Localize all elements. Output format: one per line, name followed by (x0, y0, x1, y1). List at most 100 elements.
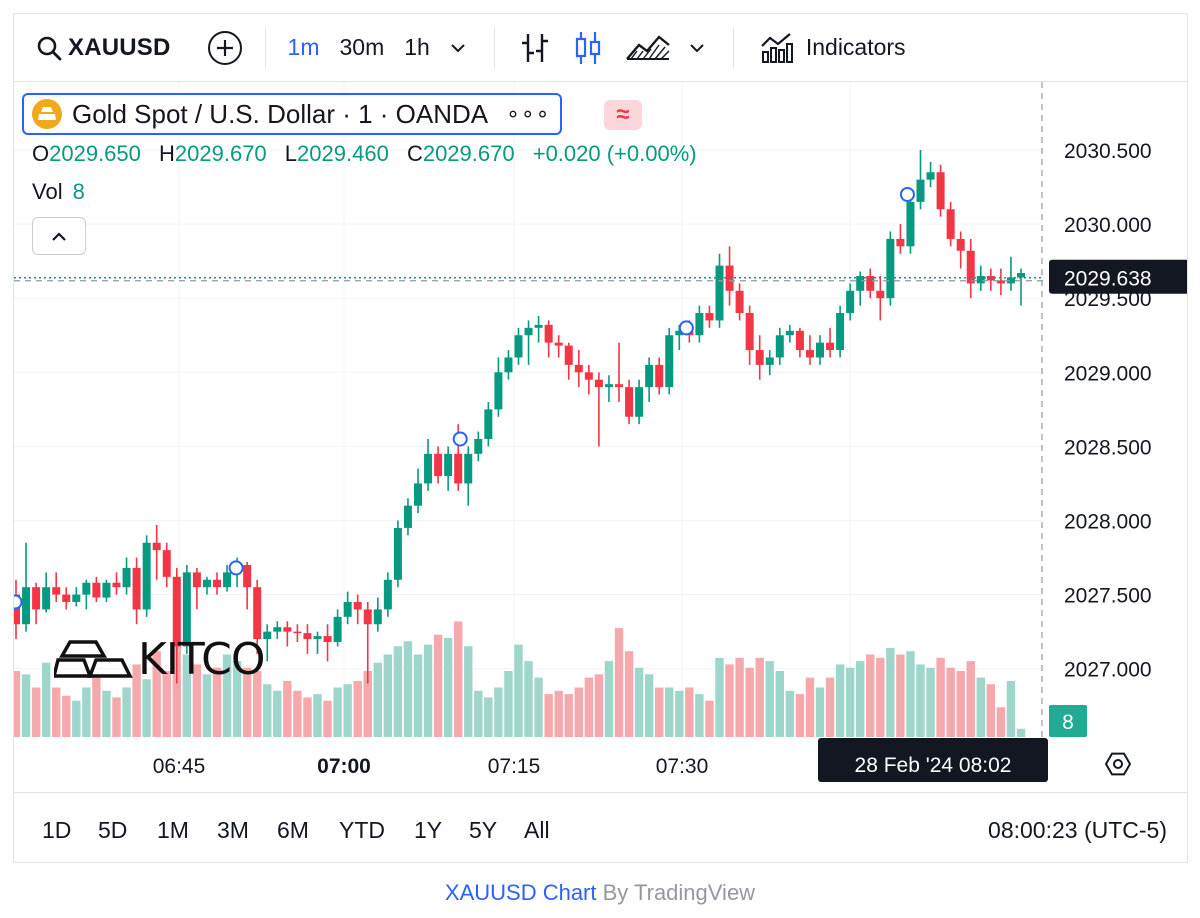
volume-bar (454, 621, 463, 737)
volume-bar (614, 628, 624, 737)
candle-body (594, 379, 603, 388)
candlesticks (14, 150, 1025, 684)
volume-bar (936, 657, 945, 737)
volume-bar (856, 661, 865, 737)
volume-bar (574, 687, 583, 737)
volume-bar (775, 671, 784, 737)
timeframe-dropdown-button[interactable] (448, 26, 468, 70)
chart-overlay (14, 82, 1044, 737)
candle-body (62, 594, 71, 603)
candle-body (162, 550, 171, 577)
candle-body (665, 335, 674, 388)
candle-body (424, 453, 433, 484)
candle-body (142, 542, 151, 610)
candle-body (72, 594, 81, 603)
volume-bar (313, 694, 322, 737)
candle-body (192, 572, 201, 588)
volume-bar (464, 646, 473, 737)
candle-body (615, 384, 623, 388)
range-1m[interactable]: 1M (157, 817, 189, 843)
event-marker-icon (678, 320, 694, 336)
candle-body (655, 364, 664, 388)
candle-body (474, 438, 483, 454)
last-price-label: 2029.638 (1064, 268, 1152, 291)
range-3m[interactable]: 3M (217, 817, 249, 843)
volume-bar (383, 654, 393, 737)
chart-style-dropdown-button[interactable] (687, 26, 707, 70)
candle-body (635, 387, 644, 417)
range-1y[interactable]: 1Y (414, 817, 443, 843)
volume-bar (353, 680, 362, 737)
range-ytd[interactable]: YTD (339, 817, 385, 843)
compare-symbol-button[interactable] (207, 26, 243, 70)
chart-link[interactable]: XAUUSD Chart (444, 880, 597, 905)
candle-body (705, 313, 714, 321)
candle-body (102, 582, 111, 598)
volume-bar (866, 654, 875, 737)
volume-bar (172, 641, 181, 737)
candle-body (112, 582, 121, 588)
timeframe-1m[interactable]: 1m (287, 34, 320, 60)
candle-body (353, 602, 362, 610)
volume-bar (675, 690, 684, 737)
bar-style-button[interactable] (519, 26, 551, 70)
collapse-legend-button[interactable] (32, 217, 86, 255)
y-axis-tick-label: 2030.000 (1064, 214, 1152, 237)
volume-bar (695, 694, 704, 737)
attribution-footer: XAUUSD Chart By TradingView (0, 880, 1200, 906)
bottom-toolbar: 1D 5D 1M 3M 6M YTD 1Y 5Y All 08:00:23 (U… (14, 792, 1187, 862)
volume-bar (222, 654, 232, 737)
volume-bar (926, 667, 935, 737)
toolbar-divider (264, 27, 266, 68)
x-axis-tick-label: 06:45 (153, 755, 206, 778)
volume-bar (996, 707, 1006, 737)
x-axis-tick-label: 07:30 (656, 755, 709, 778)
candle-style-button[interactable] (573, 26, 603, 70)
area-style-icon (625, 34, 670, 60)
timezone-clock[interactable]: 08:00:23 (UTC-5) (988, 817, 1167, 843)
volume-bar (886, 647, 895, 737)
volume-bar (524, 661, 533, 737)
search-icon (37, 36, 62, 60)
volume-bar (92, 677, 101, 737)
volume-bar (946, 667, 955, 737)
more-icon[interactable]: ∘∘∘ (506, 101, 551, 126)
candle-body (906, 201, 915, 247)
symbol-legend[interactable]: Gold Spot / U.S. Dollar · 1 · OANDA ∘∘∘ (22, 93, 563, 135)
candle-body (896, 238, 905, 247)
volume-bars (14, 621, 1026, 737)
volume-bar (413, 654, 423, 737)
range-1d[interactable]: 1D (42, 817, 72, 843)
indicators-button[interactable]: Indicators (760, 26, 906, 70)
toolbar-divider (493, 27, 495, 68)
close-label: C (406, 141, 423, 166)
volume-bar (232, 661, 242, 737)
candle-body (976, 275, 985, 284)
volume-bar (705, 700, 714, 737)
volume-bar (514, 644, 523, 737)
volume-bar (343, 684, 352, 737)
volume-bar (102, 690, 111, 737)
data-status-button[interactable]: ≈ (604, 100, 642, 130)
volume-bar (504, 671, 513, 737)
candle-style-icon (575, 31, 600, 64)
price-chart[interactable]: 2030.500 2030.000 2029.500 2029.000 2028.500… (14, 14, 1188, 792)
volume-bar (735, 657, 744, 737)
toolbar-divider (732, 27, 734, 68)
timeframe-1h[interactable]: 1h (404, 34, 430, 60)
timeframe-30m[interactable]: 30m (339, 34, 385, 60)
candle-body (293, 631, 302, 634)
range-5y[interactable]: 5Y (469, 817, 498, 843)
symbol-search-button[interactable]: XAUUSD (36, 26, 171, 70)
candle-body (273, 627, 282, 632)
candle-body (263, 631, 272, 640)
range-all[interactable]: All (524, 817, 550, 843)
range-6m[interactable]: 6M (277, 817, 309, 843)
range-5d[interactable]: 5D (98, 817, 128, 843)
volume-bar (474, 690, 483, 737)
volume-bar (604, 661, 614, 737)
volume-bar (363, 671, 372, 737)
settings-icon[interactable] (1104, 752, 1132, 776)
area-style-button[interactable] (625, 26, 671, 70)
candle-body (946, 209, 955, 239)
